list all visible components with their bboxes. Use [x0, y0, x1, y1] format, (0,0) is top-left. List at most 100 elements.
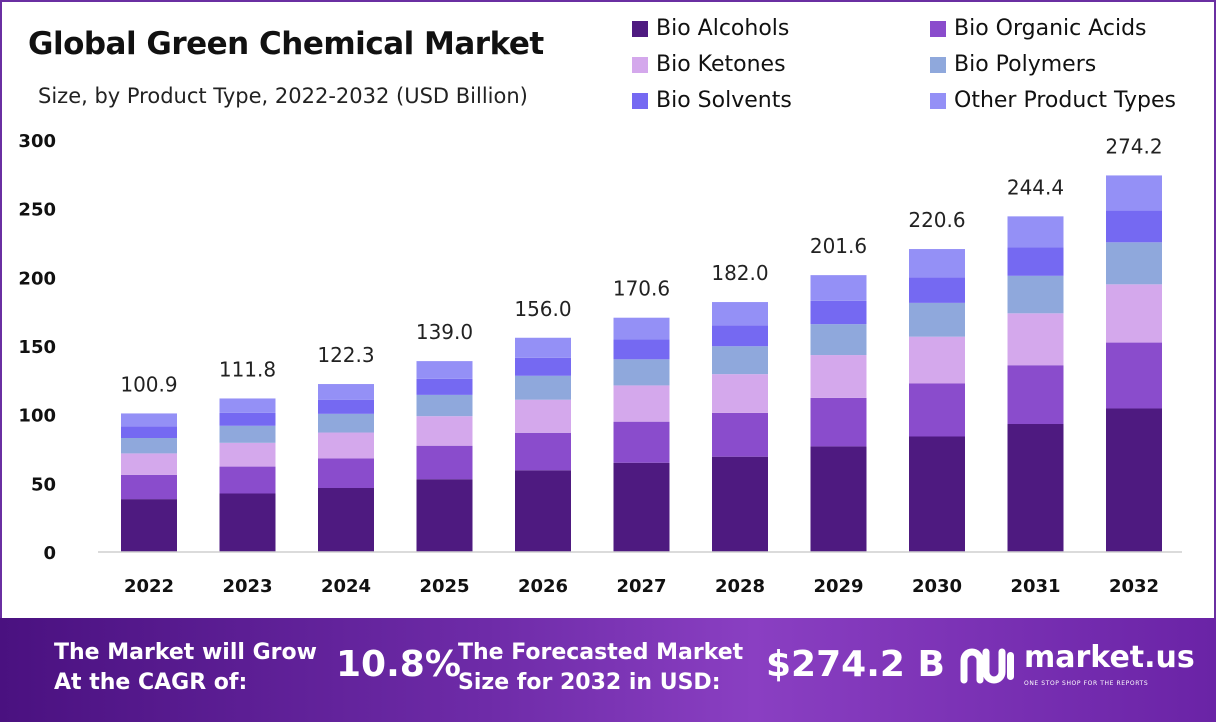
bar-segment-bio-ketones	[1106, 284, 1162, 343]
bar-segment-bio-organic-acids	[416, 445, 473, 480]
y-tick-label: 250	[18, 200, 56, 221]
bar-segment-bio-polymers	[1007, 275, 1064, 314]
bar-segment-bio-organic-acids	[1106, 342, 1162, 409]
bar-segment-bio-ketones	[416, 416, 473, 446]
legend-item-bio-alcohols: Bio Alcohols	[632, 16, 789, 41]
x-tick-label: 2024	[321, 576, 371, 597]
forecast-value: $274.2 B	[766, 644, 945, 685]
x-tick-label: 2026	[518, 576, 568, 597]
bar-segment-bio-solvents	[1007, 247, 1064, 276]
bar-segment-bio-polymers	[613, 359, 670, 386]
bar-segment-bio-organic-acids	[712, 412, 768, 457]
bar-segment-bio-polymers	[810, 324, 867, 356]
legend: Bio Alcohols Bio Organic Acids Bio Keton…	[632, 16, 1216, 126]
bar-segment-other-product-types	[515, 337, 571, 358]
bar-segment-other-product-types	[121, 413, 177, 427]
legend-item-bio-solvents: Bio Solvents	[632, 88, 792, 113]
cagr-label-line1: The Market will Grow	[54, 640, 317, 665]
bar-segment-bio-organic-acids	[810, 397, 867, 447]
bar-total-label: 274.2	[1105, 134, 1162, 158]
bar-segment-bio-solvents	[416, 378, 473, 395]
legend-swatch	[930, 92, 946, 109]
bar-segment-bio-alcohols	[1106, 408, 1162, 552]
bar-segment-bio-alcohols	[712, 456, 768, 552]
legend-label: Bio Ketones	[656, 52, 786, 77]
bar-total-label: 156.0	[514, 297, 571, 321]
bar-segment-bio-alcohols	[121, 499, 177, 552]
bar-segment-bio-organic-acids	[121, 474, 177, 500]
bar-segment-bio-solvents	[909, 277, 965, 303]
bar-segment-bio-ketones	[219, 442, 276, 467]
chart-title: Global Green Chemical Market	[28, 26, 544, 62]
bar-segment-other-product-types	[219, 398, 276, 413]
bar-total-label: 201.6	[810, 234, 867, 258]
bar-segment-bio-polymers	[909, 302, 965, 337]
bar-segment-bio-alcohols	[515, 470, 571, 552]
bar-segment-other-product-types	[613, 317, 670, 340]
stacked-bar-chart: 0 50 100 150 200 250 300 100.9 2022 111.8 2023 122.…	[18, 131, 1182, 597]
legend-label: Bio Alcohols	[656, 16, 790, 41]
bar-segment-other-product-types	[416, 361, 473, 379]
bar-segment-bio-alcohols	[416, 479, 473, 552]
legend-label: Other Product Types	[954, 88, 1176, 113]
bar-segment-bio-polymers	[515, 375, 571, 400]
bar-segment-bio-solvents	[318, 399, 374, 414]
bar-total-label: 139.0	[416, 320, 473, 344]
bar-segment-bio-alcohols	[219, 493, 276, 552]
bar-total-label: 244.4	[1007, 175, 1064, 199]
legend-item-bio-ketones: Bio Ketones	[632, 52, 786, 77]
bar-segment-bio-polymers	[1106, 242, 1162, 285]
bar-segment-bio-organic-acids	[1007, 365, 1064, 425]
legend-item-other-product-types: Other Product Types	[930, 88, 1176, 113]
bar-segment-bio-alcohols	[1007, 424, 1064, 552]
bar-segment-bio-solvents	[515, 357, 571, 376]
bar-segment-bio-organic-acids	[515, 432, 571, 471]
bar-segment-bio-ketones	[1007, 313, 1064, 366]
legend-label: Bio Polymers	[954, 52, 1097, 77]
bar-segment-other-product-types	[810, 275, 867, 301]
legend-swatch	[632, 92, 648, 109]
chart-subtitle: Size, by Product Type, 2022-2032 (USD Bi…	[38, 84, 528, 108]
bar-segment-bio-alcohols	[810, 446, 867, 552]
bar-segment-other-product-types	[1106, 175, 1162, 211]
x-tick-label: 2031	[1010, 576, 1060, 597]
bar-segment-bio-solvents	[613, 339, 670, 360]
bar-total-label: 170.6	[613, 277, 670, 301]
legend-label: Bio Organic Acids	[954, 16, 1147, 41]
y-tick-label: 200	[18, 268, 56, 289]
bar-segment-bio-ketones	[121, 453, 177, 475]
forecast-label-line1: The Forecasted Market	[458, 640, 744, 665]
bar-segment-bio-ketones	[318, 432, 374, 459]
bar-segment-bio-ketones	[810, 355, 867, 398]
bar-segment-bio-polymers	[712, 346, 768, 375]
legend-swatch	[632, 20, 648, 37]
bar-segment-bio-organic-acids	[318, 458, 374, 489]
logo-tagline: ONE STOP SHOP FOR THE REPORTS	[1024, 680, 1149, 687]
cagr-label: The Market will Grow At the CAGR of:	[54, 638, 317, 698]
x-tick-label: 2025	[419, 576, 469, 597]
bar-segment-bio-polymers	[121, 438, 177, 454]
x-tick-label: 2028	[715, 576, 765, 597]
bar-segment-bio-ketones	[613, 385, 670, 422]
bar-segment-other-product-types	[712, 302, 768, 326]
x-tick-label: 2030	[912, 576, 962, 597]
x-tick-label: 2023	[222, 576, 272, 597]
y-tick-label: 150	[18, 337, 56, 358]
forecast-label-line2: Size for 2032 in USD:	[458, 670, 721, 695]
bar-total-label: 182.0	[711, 261, 768, 285]
bar-segment-bio-solvents	[1106, 210, 1162, 243]
x-tick-label: 2032	[1109, 576, 1159, 597]
bar-segment-bio-ketones	[909, 336, 965, 384]
bar-segment-bio-ketones	[515, 399, 571, 433]
legend-swatch	[930, 56, 946, 73]
summary-banner: The Market will Grow At the CAGR of: 10.…	[0, 618, 1216, 722]
bar-total-label: 220.6	[908, 208, 965, 232]
legend-swatch	[930, 20, 946, 37]
y-tick-label: 50	[31, 474, 56, 495]
bar-segment-bio-solvents	[712, 325, 768, 347]
bar-segment-bio-solvents	[810, 300, 867, 325]
bar-segment-bio-polymers	[416, 394, 473, 417]
bar-segment-bio-polymers	[318, 413, 374, 433]
cagr-label-line2: At the CAGR of:	[54, 670, 248, 695]
bar-segment-other-product-types	[1007, 216, 1064, 248]
